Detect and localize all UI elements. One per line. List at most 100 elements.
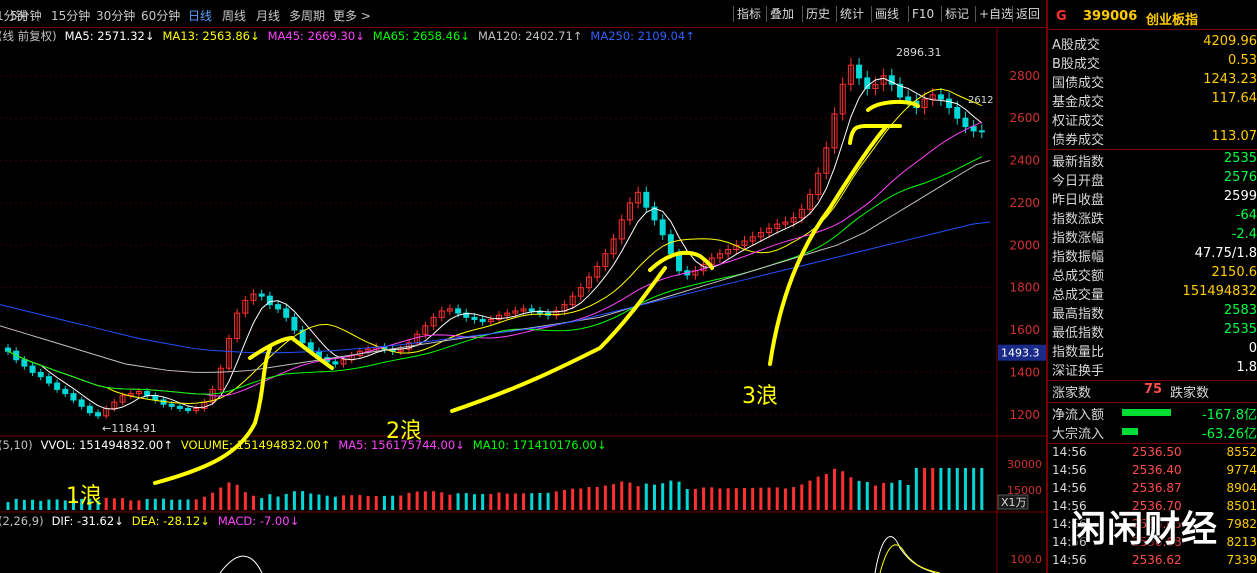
period-tab[interactable]: 30分钟: [96, 9, 136, 23]
stat-row: 指数涨幅 -2.4: [1052, 227, 1257, 246]
flow-bar: [1122, 409, 1171, 416]
period-tab[interactable]: 15分钟: [51, 9, 91, 23]
candle-body: [234, 312, 241, 340]
tick-time: 14:56: [1052, 445, 1087, 459]
toolbar-separator: [1012, 6, 1013, 22]
period-tab[interactable]: 月线: [256, 9, 281, 23]
flow-row: 大宗流入 -63.26亿: [1052, 423, 1257, 442]
candle-body: [577, 287, 584, 297]
period-tab[interactable]: 日线: [188, 9, 213, 23]
field-value: 151494832: [1182, 284, 1257, 299]
candle-body: [275, 304, 282, 310]
candle-body: [643, 191, 650, 208]
toolbar-button[interactable]: F10: [912, 7, 935, 21]
candle-body: [954, 107, 961, 119]
candle-body: [340, 359, 347, 365]
candle-body: [978, 130, 985, 133]
candle-body: [594, 265, 601, 278]
candle-body: [586, 276, 593, 289]
period-tab[interactable]: 周线: [222, 9, 247, 23]
candle-body: [962, 117, 969, 128]
candle-body: [569, 295, 576, 306]
field-label: 指数量比: [1052, 345, 1105, 360]
toolbar-separator: [908, 6, 909, 22]
field-label: 指数涨跌: [1052, 212, 1105, 227]
candle-body: [856, 64, 863, 79]
turnover-row: A股成交 4209.96: [1052, 34, 1257, 53]
period-tab[interactable]: 多周期: [289, 9, 326, 23]
candle-body: [176, 405, 183, 409]
candle-body: [815, 172, 822, 195]
ma250-line: [0, 221, 991, 354]
panel-divider: [1048, 149, 1257, 150]
y-tick-label: 1200: [1009, 408, 1040, 422]
indicator-value: VOLUME: 151494832.00↑: [180, 438, 331, 452]
panel-divider: [1048, 380, 1257, 381]
candle-body: [446, 308, 453, 312]
turnover-row: 国债成交 1243.23: [1052, 72, 1257, 91]
stat-row: 总成交量 151494832: [1052, 284, 1257, 303]
period-tab[interactable]: 60分钟: [141, 9, 181, 23]
tick-time: 14:56: [1052, 481, 1087, 495]
toolbar-button[interactable]: 返回: [1016, 7, 1041, 21]
field-value: 47.75/1.8: [1194, 246, 1257, 261]
period-tab[interactable]: 1分钟: [0, 9, 28, 23]
candle-body: [291, 316, 298, 331]
candle-body: [757, 232, 764, 238]
period-tab[interactable]: 更多 >: [333, 9, 371, 23]
candle-body: [119, 395, 126, 403]
tick-volume: 8552: [1226, 445, 1257, 459]
candle-body: [225, 338, 232, 369]
candle-body: [455, 308, 462, 314]
field-label: 昨日收盘: [1052, 193, 1105, 208]
y-tick-label: 2600: [1009, 111, 1040, 125]
candle-body: [659, 219, 666, 236]
toolbar-button[interactable]: 标记: [945, 7, 970, 21]
tick-row: 14:56 2536.62 7339: [1052, 553, 1257, 571]
toolbar-button[interactable]: 指标: [737, 7, 762, 21]
toolbar-separator: [871, 6, 872, 22]
y-tick-label: 1400: [1009, 365, 1040, 379]
tick-price: 2536.68: [1132, 535, 1182, 549]
candle-body: [185, 407, 192, 412]
period-tab[interactable]: 5分钟: [10, 9, 42, 23]
y-tick-label: 2000: [1009, 238, 1040, 252]
tick-price: 2536.40: [1132, 463, 1182, 477]
candle-body: [782, 221, 789, 225]
ma-legend: (线 前复权) MA5: 2571.32↓ MA13: 2563.86↓ MA45: …: [0, 28, 703, 44]
toolbar-button[interactable]: 统计: [840, 7, 865, 21]
candle-body: [766, 227, 773, 234]
toolbar-separator: [766, 6, 767, 22]
toolbar-button[interactable]: +自选: [979, 7, 1014, 21]
panel-divider: [1048, 402, 1257, 403]
candle-body: [651, 206, 658, 221]
tick-time: 14:56: [1052, 535, 1087, 549]
field-label: 总成交额: [1052, 269, 1105, 284]
tick-price: 2536.87: [1132, 481, 1182, 495]
candle-body: [250, 293, 257, 301]
candle-body: [135, 391, 142, 395]
field-label: 基金成交: [1052, 95, 1105, 110]
toolbar-button[interactable]: 历史: [806, 7, 831, 21]
field-label: 权证成交: [1052, 114, 1105, 129]
field-label: 总成交量: [1052, 288, 1105, 303]
stat-row: 指数涨跌 -64: [1052, 208, 1257, 227]
candle-body: [496, 314, 502, 320]
tick-price: 2536.50: [1132, 445, 1182, 459]
wave-label: 3浪: [742, 384, 778, 409]
candle-body: [831, 113, 838, 149]
field-label: 最高指数: [1052, 307, 1105, 322]
toolbar-button[interactable]: 叠加: [770, 7, 795, 21]
volume-legend: (5,10) VVOL: 151494832.00↑ VOLUME: 1514948…: [0, 438, 615, 452]
indicator-value: MACD: -7.00↓: [217, 514, 300, 528]
field-value: 2576: [1223, 170, 1257, 185]
tick-time: 14:56: [1052, 517, 1087, 531]
candle-body: [937, 94, 944, 100]
field-value: 0: [1248, 341, 1257, 356]
toolbar-button[interactable]: 画线: [875, 7, 900, 21]
candle-body: [626, 202, 633, 221]
stat-row: 昨日收盘 2599: [1052, 189, 1257, 208]
field-value: 2535: [1223, 322, 1257, 337]
candle-body: [512, 310, 519, 314]
